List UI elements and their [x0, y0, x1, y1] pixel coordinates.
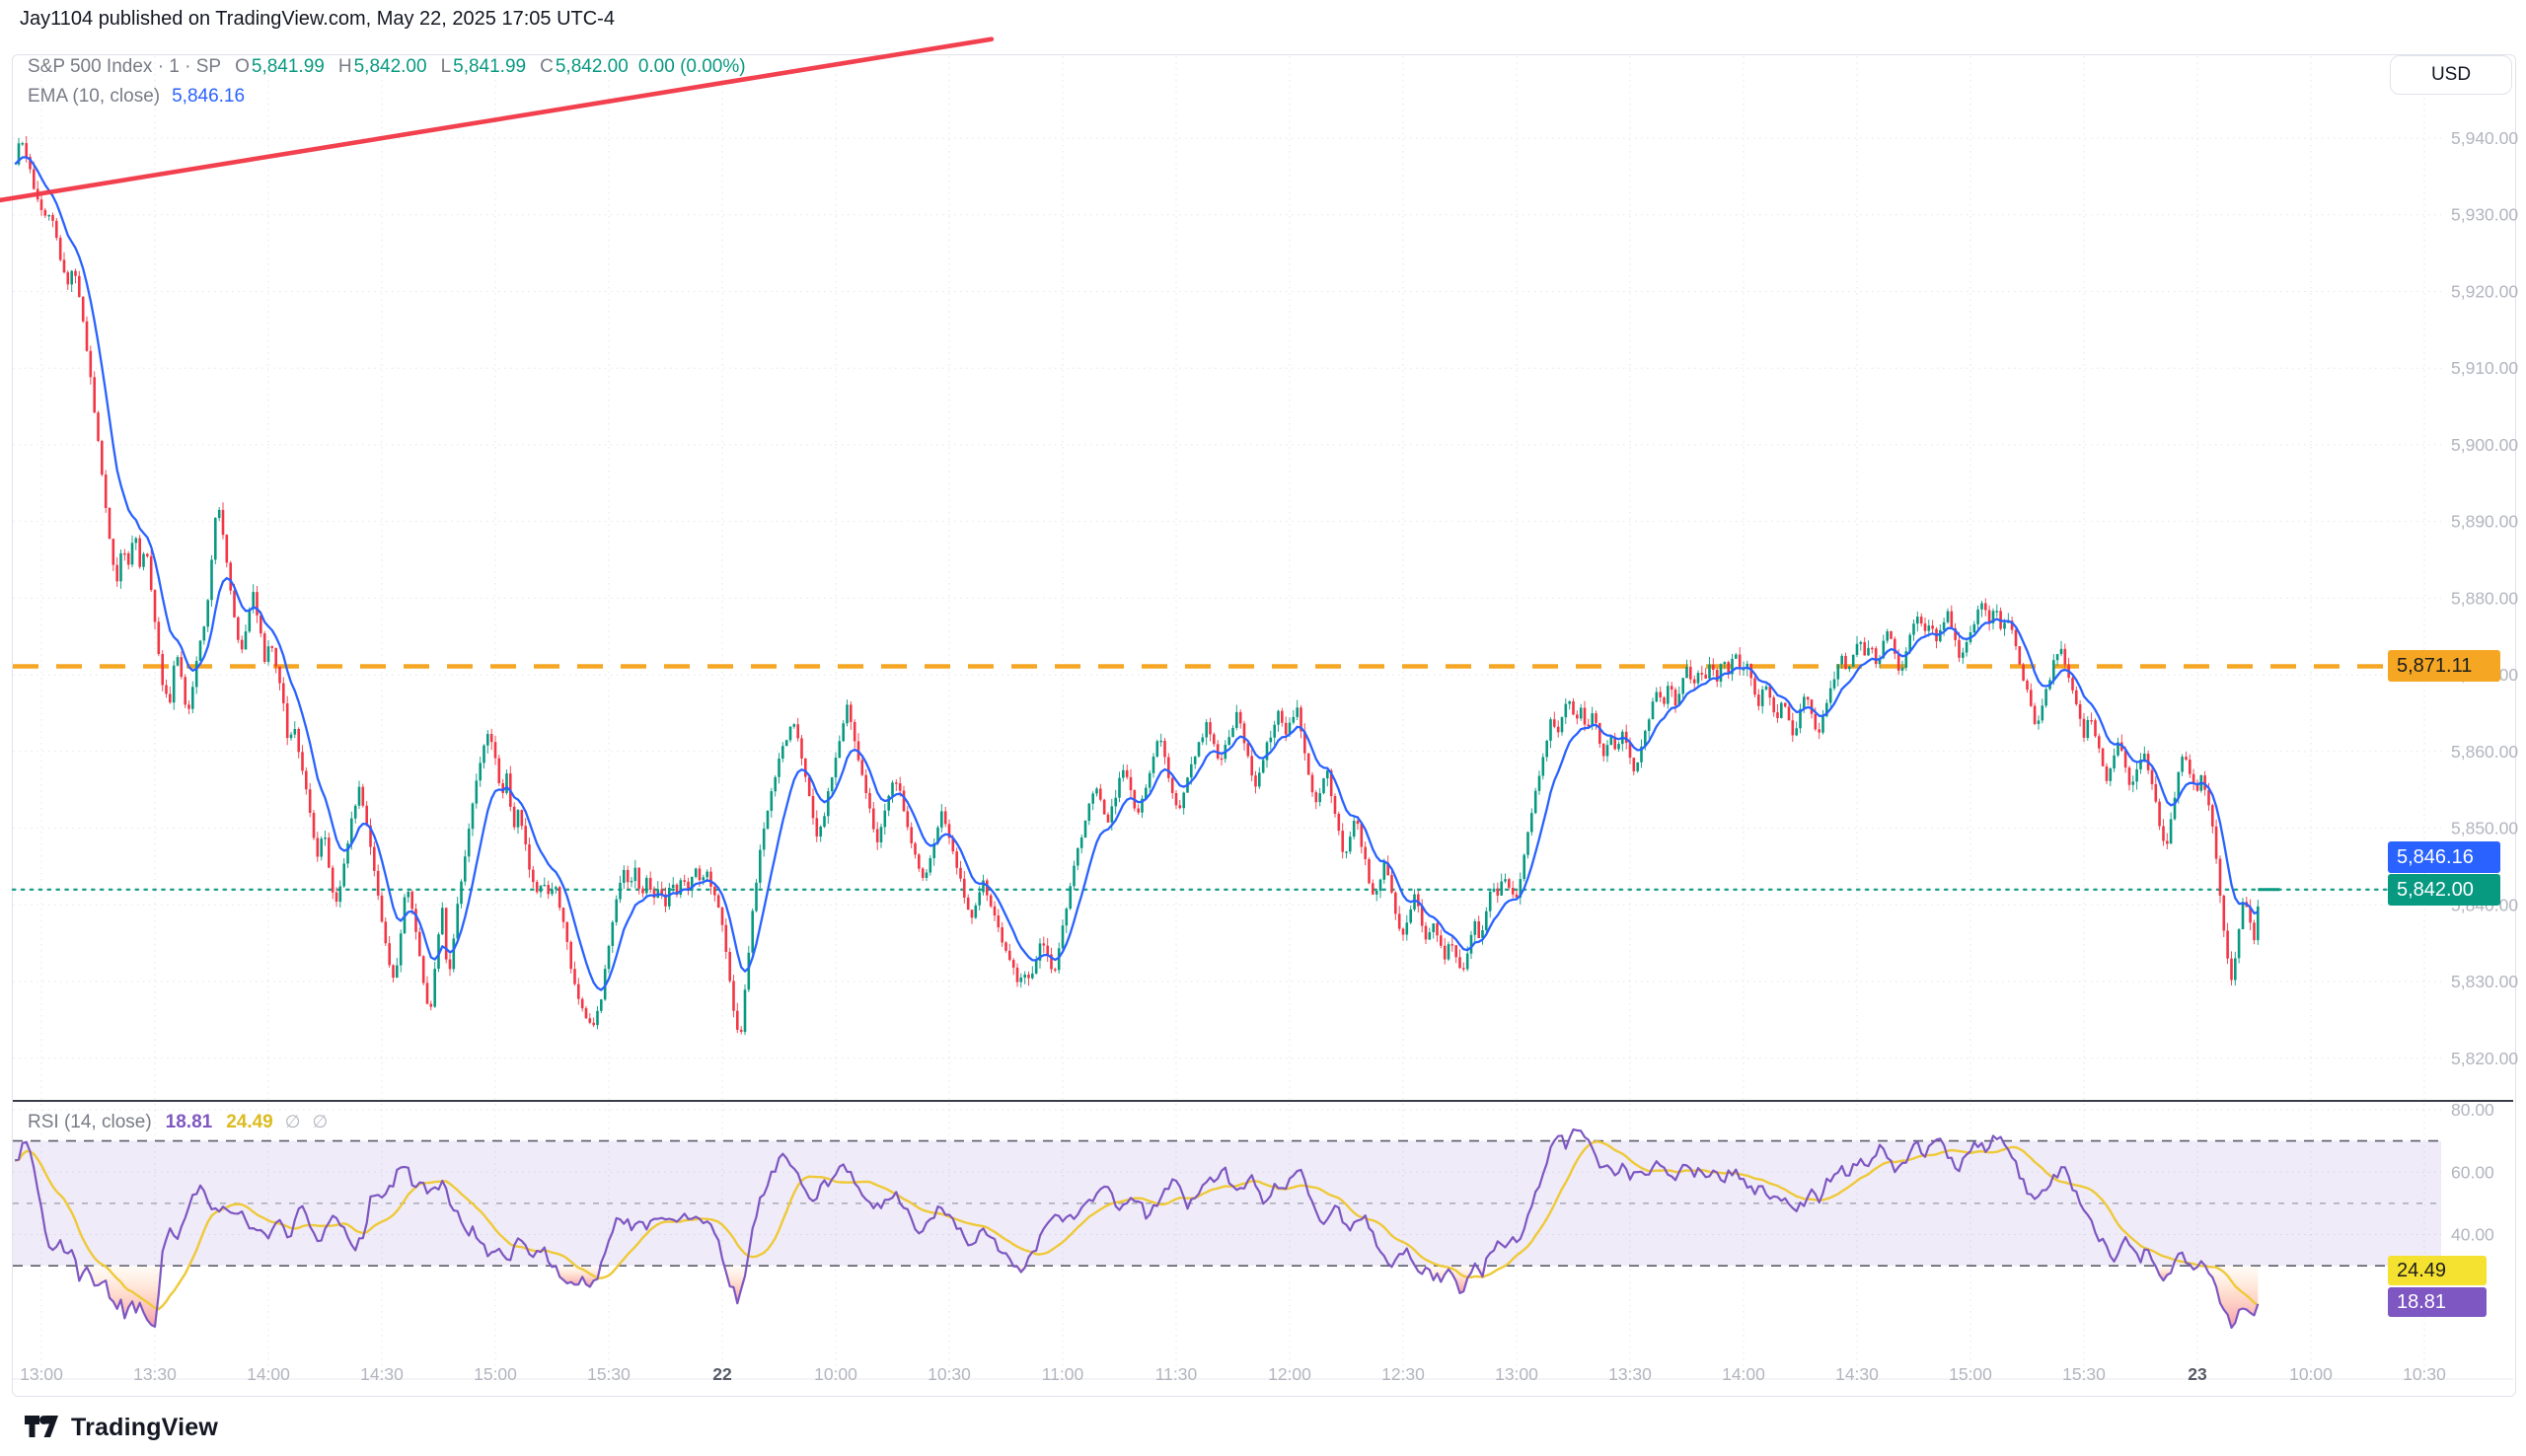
- resistance-level-badge: 5,871.11: [2388, 650, 2500, 682]
- symbol-title: S&P 500 Index · 1 · SP: [28, 56, 222, 77]
- publish-header: Jay1104 published on TradingView.com, Ma…: [20, 8, 615, 30]
- high-value: 5,842.00: [353, 56, 427, 77]
- low-label: L: [440, 56, 452, 77]
- currency-button[interactable]: USD: [2390, 55, 2512, 95]
- rsi-legend: RSI (14, close) 18.81 24.49 ∅ ∅: [28, 1112, 328, 1133]
- rsi-badge: 18.81: [2388, 1287, 2487, 1317]
- rsi-ma-badge: 24.49: [2388, 1256, 2487, 1285]
- empty-set-icon: ∅: [284, 1112, 301, 1131]
- tradingview-logo-text: TradingView: [71, 1413, 219, 1441]
- close-value: 5,842.00: [555, 56, 629, 77]
- open-value: 5,841.99: [251, 56, 325, 77]
- high-label: H: [337, 56, 352, 77]
- rsi-value: 18.81: [165, 1112, 213, 1132]
- close-label: C: [540, 56, 554, 77]
- tradingview-logo-icon: [25, 1416, 58, 1437]
- rsi-label: RSI (14, close): [28, 1112, 152, 1132]
- open-label: O: [235, 56, 250, 77]
- ema-label: EMA (10, close): [28, 86, 161, 107]
- change-value: 0.00 (0.00%): [637, 56, 746, 77]
- last-price-badge: 5,842.00: [2388, 874, 2500, 906]
- tradingview-attribution[interactable]: TradingView: [24, 1413, 218, 1442]
- main-legend: S&P 500 Index · 1 · SP O 5,841.99 H 5,842.00…: [28, 56, 746, 78]
- chart-widget[interactable]: [12, 54, 2516, 1397]
- low-value: 5,841.99: [453, 56, 527, 77]
- rsi-ma-value: 24.49: [226, 1112, 273, 1132]
- ema-legend: EMA (10, close) 5,846.16: [28, 86, 245, 108]
- empty-set-icon: ∅: [312, 1112, 329, 1131]
- ema-value: 5,846.16: [172, 86, 246, 107]
- ema-price-badge: 5,846.16: [2388, 841, 2500, 873]
